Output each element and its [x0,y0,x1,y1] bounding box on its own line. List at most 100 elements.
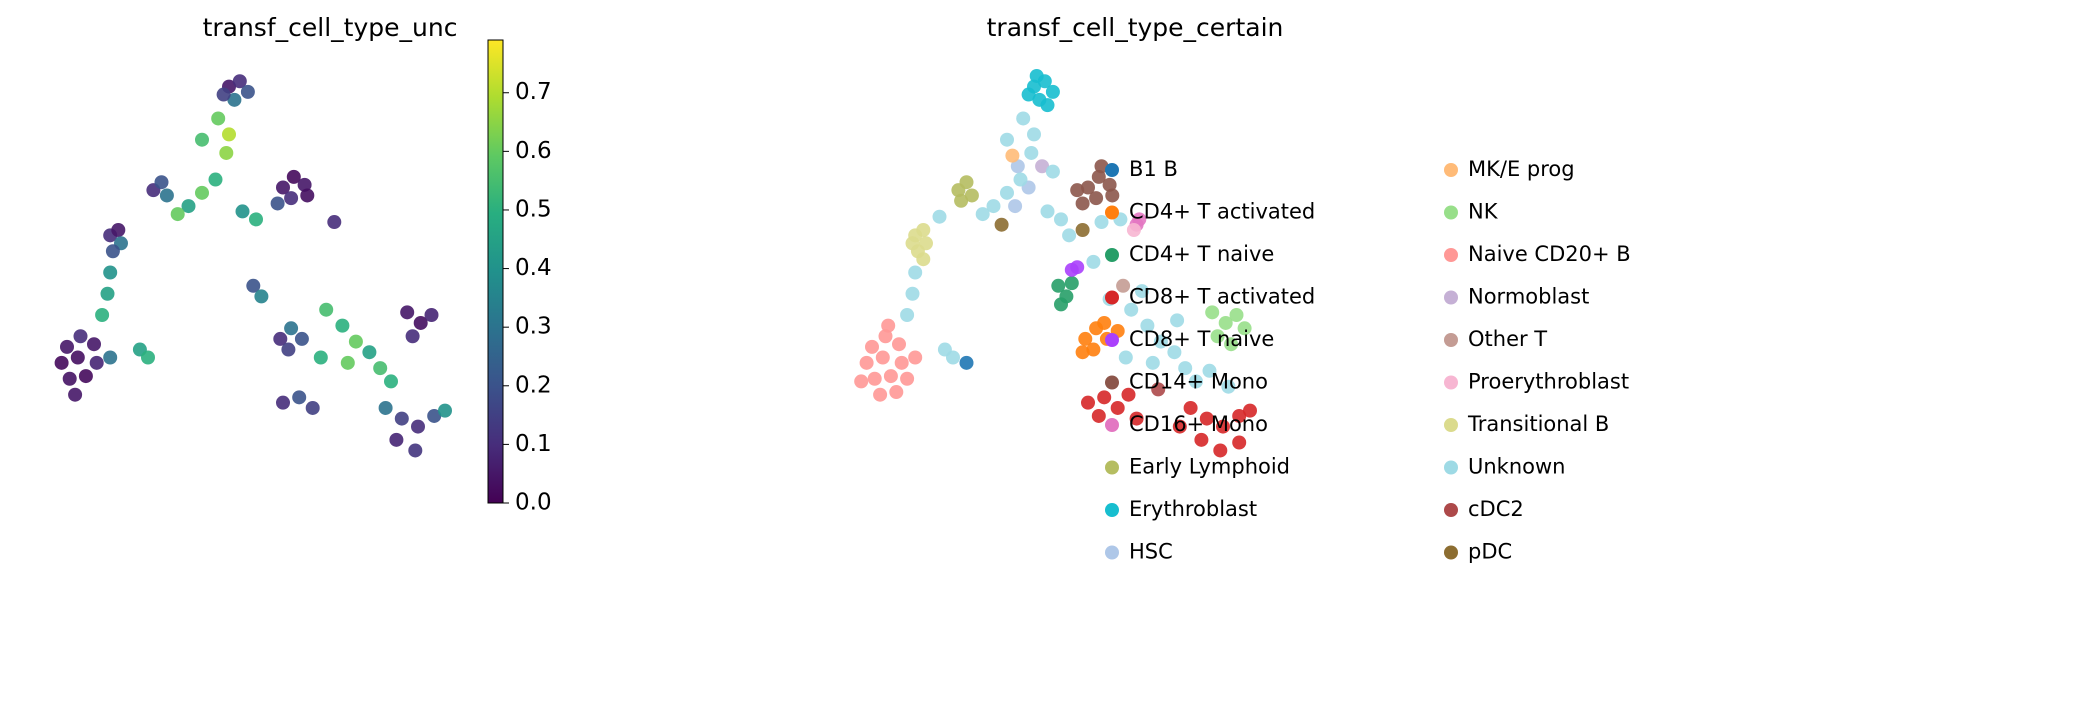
point [227,92,242,107]
point [1110,400,1125,415]
point [313,350,328,365]
point [284,321,299,336]
point [1140,318,1155,333]
point [1183,400,1198,415]
colorbar-tick-label: 0.2 [515,372,552,398]
legend-marker [1105,503,1119,517]
point [1070,183,1085,198]
point [1070,260,1085,275]
point [1027,127,1041,142]
colorbar-tick-label: 0.0 [515,490,552,516]
point [1091,169,1106,184]
legend-label: pDC [1468,540,1512,564]
point [1062,228,1077,243]
point [1008,199,1023,214]
point [340,355,355,370]
legend-label: Erythroblast [1129,497,1257,521]
colorbar-tick-label: 0.4 [515,255,552,281]
point [170,207,185,222]
legend-label: CD16+ Mono [1129,412,1268,436]
point [400,305,415,320]
legend-marker [1444,290,1458,305]
point [68,387,83,402]
point [1167,345,1182,360]
point [964,188,979,203]
point [859,355,874,370]
legend-marker [1105,163,1119,177]
legend-label: cDC2 [1468,497,1524,521]
point [394,411,409,426]
point [211,111,226,126]
point [1075,196,1090,211]
point [286,169,301,184]
legend-marker [1444,333,1458,347]
point [1221,379,1236,394]
point [411,419,425,434]
point [100,286,115,301]
point [1213,443,1228,458]
point [438,403,452,418]
colorbar-tick-label: 0.3 [515,314,552,340]
point [54,355,69,370]
point [195,132,209,147]
point [78,369,93,384]
point [1086,254,1101,269]
point [1054,297,1068,312]
point [141,350,155,365]
point [905,286,920,301]
point [1097,390,1112,405]
point [1010,159,1025,174]
point [276,180,290,195]
point [1013,172,1028,187]
point [281,342,296,357]
legend-label: CD8+ T activated [1129,285,1315,309]
point [222,127,236,142]
colorbar-tick-label: 0.7 [515,79,552,105]
point [1205,305,1220,320]
point [1218,315,1233,330]
legend-marker [1105,418,1119,432]
point [1194,432,1209,447]
legend-label: Naive CD20+ B [1468,242,1631,266]
point [865,339,879,354]
legend-marker [1444,205,1458,220]
point [284,191,299,206]
point [297,177,312,192]
point [1078,331,1093,346]
legend-marker [1105,290,1119,305]
point [335,318,350,333]
colorbar-tick-label: 0.5 [515,196,552,222]
point [1189,374,1203,389]
point [111,223,126,237]
point [1126,223,1141,237]
legend-marker [1105,460,1119,475]
legend-label: CD8+ T naive [1129,327,1274,351]
point [1232,435,1247,450]
point [181,199,196,214]
point [1094,159,1109,174]
point [875,350,890,365]
point [1094,215,1109,230]
legend-marker [1105,545,1119,560]
point [1051,278,1066,293]
point [240,84,255,99]
point [1202,363,1217,378]
point [1029,68,1044,83]
point [908,265,923,280]
legend-label: CD4+ T activated [1129,200,1315,224]
point [216,87,231,102]
point [1102,177,1117,192]
legend-marker [1444,545,1458,560]
point [405,329,420,344]
point [60,339,74,354]
point [900,371,915,386]
point [905,236,920,251]
point [327,215,342,230]
point [1229,308,1244,322]
point [73,329,88,344]
point [87,337,101,352]
legend-label: HSC [1129,540,1173,564]
point [62,371,77,386]
